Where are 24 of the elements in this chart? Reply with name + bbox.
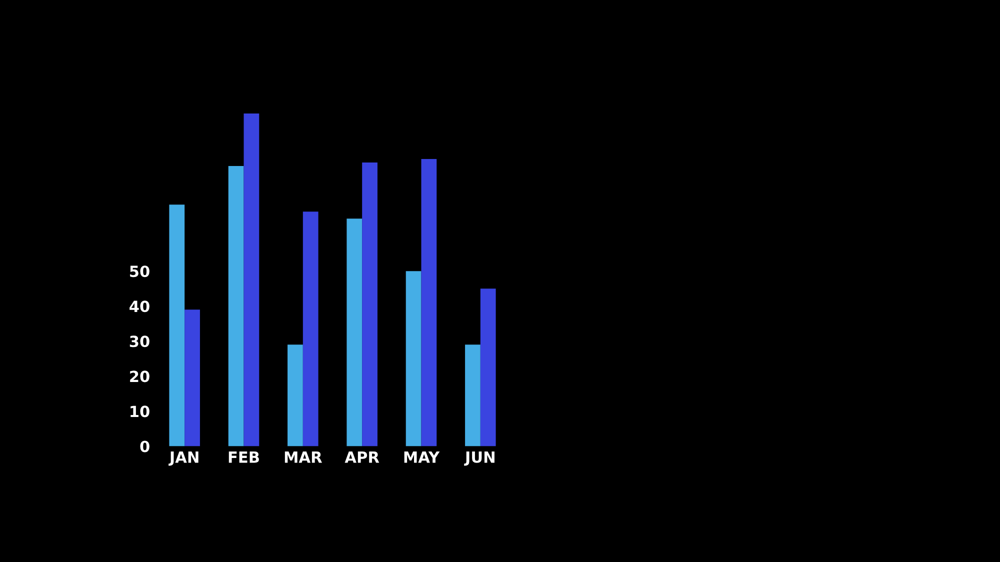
- y-tick-label: 20: [130, 370, 150, 382]
- y-tick-label: 0: [140, 440, 150, 452]
- x-tick-label: FEB: [228, 452, 259, 463]
- bar: [184, 310, 200, 446]
- bar: [421, 159, 437, 446]
- x-tick-label: MAY: [404, 452, 440, 463]
- x-tick-label: APR: [344, 452, 380, 463]
- bar: [465, 344, 480, 446]
- y-tick-label: 40: [130, 300, 150, 312]
- bar: [288, 344, 303, 446]
- bar: [302, 212, 318, 446]
- x-tick-label: JUN: [464, 452, 494, 466]
- bar: [480, 288, 496, 446]
- y-tick-label: 30: [130, 336, 150, 348]
- bar: [406, 271, 422, 446]
- bar: [169, 204, 185, 446]
- x-tick-label: MAR: [284, 452, 322, 463]
- y-tick-label: 10: [130, 406, 150, 418]
- bar: [346, 218, 362, 446]
- x-tick-label: JAN: [168, 452, 198, 466]
- bar: [244, 114, 260, 446]
- bar: [362, 162, 378, 446]
- y-tick-label: 50: [130, 266, 150, 278]
- bar: [228, 166, 244, 446]
